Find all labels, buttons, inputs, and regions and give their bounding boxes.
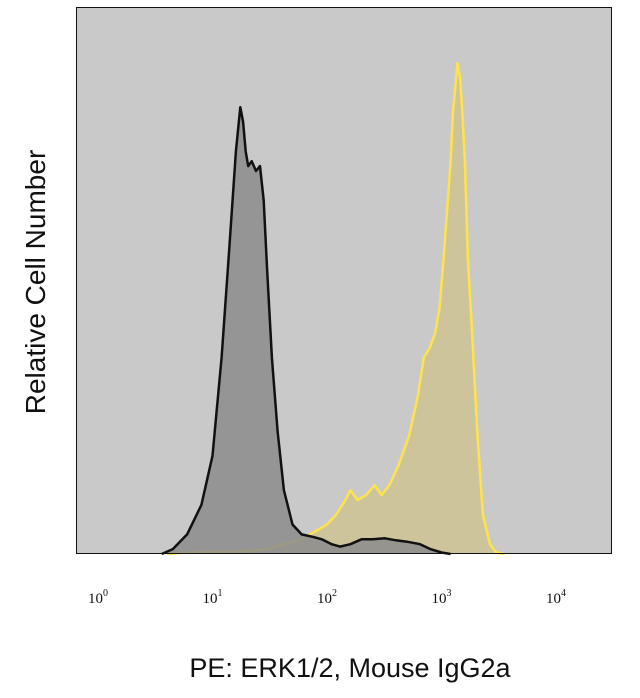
x-tick-label-3: 103 [432,588,452,607]
plot-area [76,7,612,554]
series-0-line [166,61,505,556]
x-tick-label-1: 101 [203,588,223,607]
y-axis-title: Relative Cell Number [20,150,51,415]
series-0-fill [166,63,504,554]
x-tick-label-0: 100 [88,588,108,607]
series-1-line [161,105,451,556]
series-1-fill [161,107,451,554]
series-layer [161,61,505,556]
x-axis-ticks: 100 101 102 103 104 [88,588,566,607]
x-tick-label-4: 104 [546,588,566,607]
x-axis-title: PE: ERK1/2, Mouse IgG2a [189,653,511,683]
x-tick-label-2: 102 [317,588,337,607]
plot-frame [76,7,612,554]
